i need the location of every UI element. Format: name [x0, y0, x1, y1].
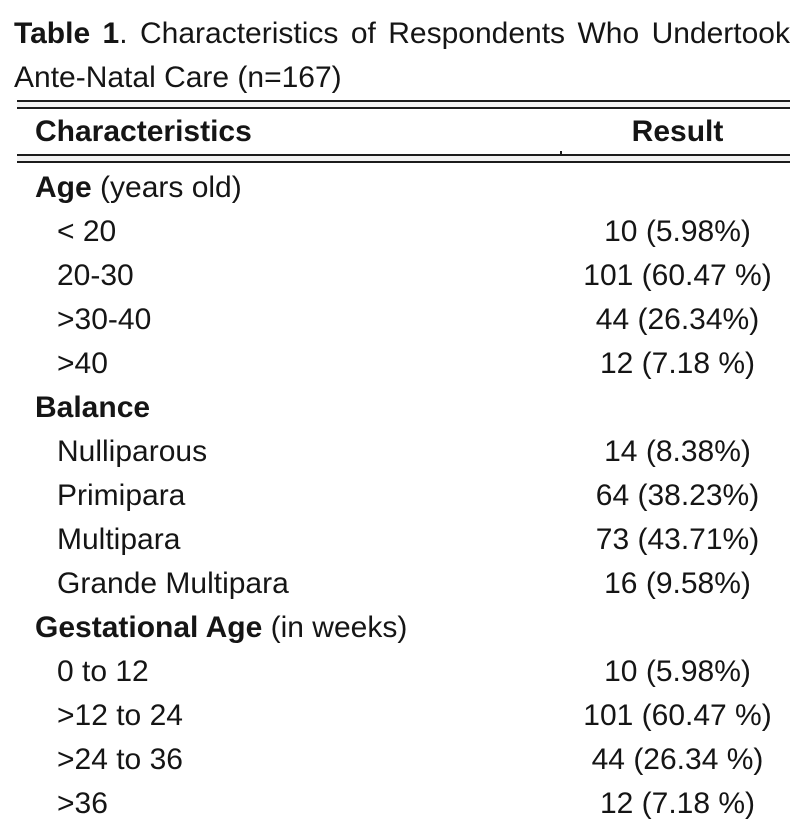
row-value: 101 (60.47 %) [583, 259, 772, 292]
table-row-grande-multipara: Grande Multipara 16 (9.58%) [17, 562, 790, 606]
row-label: >24 to 36 [17, 738, 565, 782]
row-value: 12 (7.18 %) [599, 787, 756, 820]
row-value: 44 (26.34%) [595, 303, 760, 336]
row-label-text: 20-30 [57, 259, 134, 292]
table-row-nulliparous: Nulliparous 14 (8.38%) [17, 430, 790, 474]
row-label-text: >40 [57, 347, 108, 380]
table-row-age-lt20: < 20 10 (5.98%) [17, 210, 790, 254]
row-label-bold: Gestational Age [35, 611, 263, 644]
header-rule-wrap [17, 151, 790, 163]
row-label-bold: Balance [35, 391, 151, 424]
table-row-ga-24-36: >24 to 36 44 (26.34 %) [17, 738, 790, 782]
row-label: Gestational Age (in weeks) [17, 606, 565, 650]
row-label: Grande Multipara [17, 562, 565, 606]
row-value: 10 (5.98%) [604, 655, 751, 688]
table-row-ga-12-24: >12 to 24 101 (60.47 %) [17, 694, 790, 738]
table-caption: Table 1. Characteristics of Respondents … [0, 0, 810, 100]
row-value: 10 (5.98%) [604, 215, 751, 248]
row-label-bold: Age [35, 171, 92, 204]
table-caption-line1: Table 1. Characteristics of Respondents … [14, 12, 790, 56]
table-row-section-balance: Balance [17, 386, 790, 430]
row-label-text: Multipara [57, 523, 181, 556]
row-value: 44 (26.34 %) [591, 743, 764, 776]
table-row-ga-0-12: 0 to 12 10 (5.98%) [17, 650, 790, 694]
row-label: < 20 [17, 210, 565, 254]
table-row-age-20-30: 20-30 101 (60.47 %) [17, 254, 790, 298]
column-header-result: Result [631, 115, 724, 148]
row-label-text: 0 to 12 [57, 655, 149, 688]
row-label: >36 [17, 782, 565, 826]
row-value: 16 (9.58%) [604, 567, 751, 600]
row-label: Primipara [17, 474, 565, 518]
row-value: 64 (38.23%) [595, 479, 760, 512]
table-row-multipara: Multipara 73 (43.71%) [17, 518, 790, 562]
row-label: Age (years old) [17, 166, 565, 210]
row-value: 14 (8.38%) [604, 435, 751, 468]
row-value: 101 (60.47 %) [583, 699, 772, 732]
row-label-text: >24 to 36 [57, 743, 183, 776]
row-value: 12 (7.18 %) [599, 347, 756, 380]
table-row-primipara: Primipara 64 (38.23%) [17, 474, 790, 518]
row-label-text: < 20 [57, 215, 117, 248]
row-label: >12 to 24 [17, 694, 565, 738]
header-rule [17, 151, 790, 163]
top-rule [17, 100, 790, 109]
row-label-text: >36 [57, 787, 108, 820]
table-header-row: Characteristics Result [17, 109, 790, 154]
row-label-text: Nulliparous [57, 435, 208, 468]
row-label-text: Primipara [57, 479, 186, 512]
row-label-text: >30-40 [57, 303, 152, 336]
row-label: >40 [17, 342, 565, 386]
top-rule-wrap [17, 100, 790, 109]
table-row-age-gt40: >40 12 (7.18 %) [17, 342, 790, 386]
row-label: 0 to 12 [17, 650, 565, 694]
row-label-text: >12 to 24 [57, 699, 183, 732]
row-value: 73 (43.71%) [595, 523, 760, 556]
row-label-text: Grande Multipara [57, 567, 289, 600]
column-divider-tick [560, 151, 562, 156]
column-header-characteristics: Characteristics [35, 115, 252, 148]
table-caption-text: . Characteristics of Respondents Who Und… [119, 17, 790, 50]
row-label: >30-40 [17, 298, 565, 342]
row-label: Nulliparous [17, 430, 565, 474]
table-row-ga-gt36: >36 12 (7.18 %) [17, 782, 790, 826]
row-label: 20-30 [17, 254, 565, 298]
row-label-text: (years old) [91, 171, 242, 204]
row-label-text: (in weeks) [262, 611, 408, 644]
row-label: Multipara [17, 518, 565, 562]
table-caption-line2: Ante-Natal Care (n=167) [14, 61, 342, 94]
table-body: Age (years old) < 20 10 (5.98%) 20-30 10… [0, 166, 810, 826]
table-caption-number: Table 1 [14, 17, 120, 50]
table-row-section-age: Age (years old) [17, 166, 790, 210]
row-label: Balance [17, 386, 565, 430]
table-row-age-30-40: >30-40 44 (26.34%) [17, 298, 790, 342]
table-row-section-gestational-age: Gestational Age (in weeks) [17, 606, 790, 650]
